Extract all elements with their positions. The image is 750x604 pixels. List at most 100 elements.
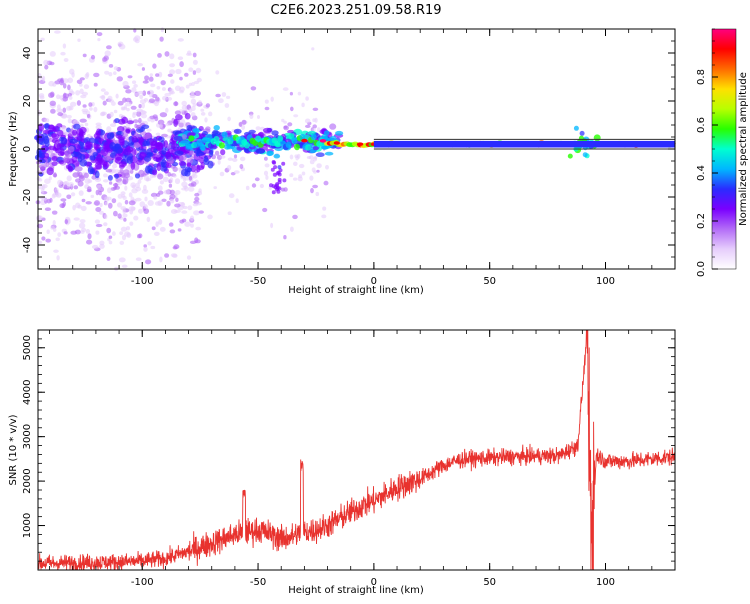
spectrogram-cell: [187, 186, 195, 192]
spectrogram-cell: [103, 179, 109, 183]
spectrogram-cell: [194, 90, 202, 96]
spectrogram-cell: [95, 223, 103, 228]
spectrogram-cell: [315, 152, 325, 157]
spectrogram-cell: [134, 143, 141, 148]
x-tick-label: -100: [131, 276, 154, 287]
spectrogram-cell: [98, 190, 102, 196]
spectrogram-cell: [324, 151, 334, 156]
spectrogram-cell: [86, 114, 91, 118]
spectrogram-cell: [308, 155, 314, 160]
spectrogram-cell: [198, 100, 202, 105]
spectrogram-cell: [104, 50, 111, 57]
spectrogram-cell: [96, 32, 103, 37]
snr-x-label: Height of straight line (km): [288, 585, 424, 596]
spectrogram-cell: [312, 124, 318, 129]
spectrogram-cell: [143, 244, 147, 248]
spectrogram-cell: [172, 130, 182, 135]
spectrogram-cell: [50, 91, 55, 98]
spectrogram-cell: [106, 196, 112, 201]
spectrogram-cell: [56, 108, 63, 113]
spectrogram-cell: [277, 186, 282, 191]
spectrogram-cell: [157, 53, 162, 58]
spectrogram-cell: [40, 37, 45, 41]
spectrogram-cell: [138, 104, 142, 109]
spectrogram-cell: [132, 119, 139, 124]
spectrogram-cell: [126, 164, 132, 170]
spectrogram-cell: [137, 179, 142, 184]
spectrogram-cell: [70, 101, 77, 107]
spectrogram-cell: [593, 134, 601, 142]
spectrogram-cell: [193, 210, 200, 216]
spectrogram-cell: [325, 165, 329, 170]
spectrogram-cell: [204, 117, 208, 123]
spectrogram-cell: [49, 51, 56, 57]
spectrogram-cell: [194, 196, 200, 202]
spectrogram-cell: [257, 115, 260, 119]
spectrogram-cell: [255, 148, 265, 154]
spectrogram-cell: [289, 154, 294, 160]
spectrogram-cell: [84, 122, 89, 127]
spectrogram-cell: [220, 149, 226, 156]
spectrogram-cell: [142, 140, 149, 146]
spectrogram-cell: [110, 123, 117, 127]
spectrogram-cell: [105, 168, 113, 173]
spectrogram-cell: [119, 138, 125, 143]
spectrogram-cell: [63, 58, 69, 62]
spectrogram-cell: [150, 143, 156, 150]
spectrogram-cell: [157, 173, 164, 180]
spectrogram-cell: [169, 63, 176, 68]
spectrogram-cell: [262, 207, 268, 213]
spectrogram-cell: [126, 120, 134, 125]
spectrogram-cell: [46, 229, 50, 235]
spectrogram-cell: [79, 123, 84, 128]
spectrogram-cell: [51, 210, 58, 215]
spectrogram-cell: [189, 240, 197, 244]
spectrogram-cell: [126, 226, 130, 231]
spectrogram-cell: [152, 63, 157, 69]
spectrogram-cell: [158, 219, 163, 225]
spectrogram-cell: [54, 30, 61, 34]
spectrogram-cell: [255, 126, 261, 131]
spectrogram-cell: [161, 147, 167, 156]
spectrogram-cell: [141, 102, 145, 109]
spectrogram-cell: [264, 163, 270, 168]
spectrogram-cell: [77, 180, 84, 187]
y-tick-label: 4000: [22, 379, 33, 404]
y-tick-label: -40: [22, 237, 33, 253]
spectrogram-cell: [104, 70, 110, 75]
spectrogram-cell: [187, 205, 193, 211]
spectrogram-cell: [150, 83, 156, 88]
spectrogram-cell: [113, 210, 118, 217]
spectrogram-cell: [98, 210, 104, 215]
spectrogram-cell: [164, 51, 170, 57]
spectrogram-cell: [218, 142, 225, 149]
spectrogram-cell: [192, 52, 197, 58]
spectrogram-cell: [189, 94, 196, 99]
spectrogram-cell: [130, 161, 136, 170]
spectrogram-cell: [150, 245, 156, 250]
spectrogram-cell: [265, 175, 269, 180]
spectrogram-cell: [179, 119, 186, 124]
spectrogram-cell: [301, 138, 308, 143]
spectrogram-cell: [185, 52, 193, 57]
spectrogram-cell: [174, 178, 181, 185]
spectrogram-cell: [38, 172, 44, 177]
spectrogram-cell: [90, 54, 96, 60]
spectrogram-cell: [38, 123, 45, 132]
spectrogram-cell: [94, 219, 100, 224]
spectrogram-cell: [184, 72, 189, 77]
spectrogram-cell: [111, 198, 117, 204]
spectrogram-cell: [122, 97, 127, 103]
x-tick-label: -100: [131, 577, 154, 588]
spectrogram-cell: [178, 122, 185, 128]
spectrogram-cell: [138, 208, 143, 214]
spectrogram-cell: [243, 142, 250, 149]
spectrogram-cell: [266, 150, 273, 157]
spectrogram-cell: [77, 156, 83, 163]
spectrogram-cell: [161, 198, 167, 202]
spectrogram-cell: [135, 197, 142, 202]
spectrogram-cell: [215, 70, 220, 75]
x-tick-label: 50: [483, 276, 496, 287]
spectrogram-cell: [221, 92, 227, 97]
spectrogram-y-ticks: -40 -20 0 20 40: [22, 28, 675, 270]
